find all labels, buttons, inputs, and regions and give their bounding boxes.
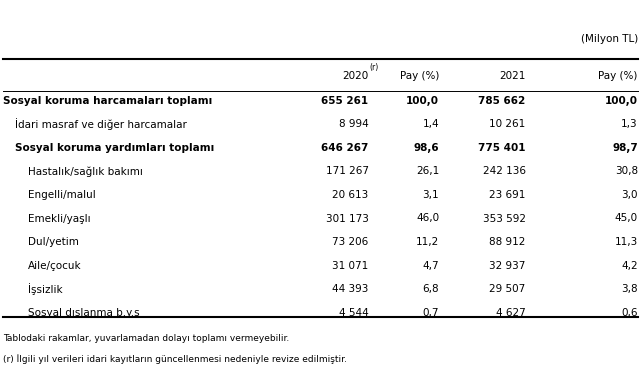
- Text: 29 507: 29 507: [489, 284, 526, 294]
- Text: 10 261: 10 261: [489, 119, 526, 129]
- Text: 23 691: 23 691: [489, 190, 526, 200]
- Text: 353 592: 353 592: [483, 214, 526, 223]
- Text: 8 994: 8 994: [339, 119, 369, 129]
- Text: 3,0: 3,0: [621, 190, 638, 200]
- Text: 655 261: 655 261: [321, 96, 369, 106]
- Text: Pay (%): Pay (%): [599, 71, 638, 81]
- Text: 100,0: 100,0: [406, 96, 439, 106]
- Text: 2021: 2021: [499, 71, 526, 81]
- Text: Emekli/yaşlı: Emekli/yaşlı: [28, 214, 90, 223]
- Text: 88 912: 88 912: [489, 237, 526, 247]
- Text: 171 267: 171 267: [326, 166, 369, 176]
- Text: 785 662: 785 662: [478, 96, 526, 106]
- Text: 4,7: 4,7: [422, 261, 439, 271]
- Text: 4 627: 4 627: [496, 308, 526, 318]
- Text: 6,8: 6,8: [422, 284, 439, 294]
- Text: 100,0: 100,0: [605, 96, 638, 106]
- Text: 98,6: 98,6: [413, 143, 439, 153]
- Text: Engelli/malul: Engelli/malul: [28, 190, 96, 200]
- Text: 3,8: 3,8: [621, 284, 638, 294]
- Text: 73 206: 73 206: [332, 237, 369, 247]
- Text: (Milyon TL): (Milyon TL): [581, 34, 638, 44]
- Text: 44 393: 44 393: [332, 284, 369, 294]
- Text: 46,0: 46,0: [416, 214, 439, 223]
- Text: 32 937: 32 937: [489, 261, 526, 271]
- Text: 98,7: 98,7: [612, 143, 638, 153]
- Text: 30,8: 30,8: [615, 166, 638, 176]
- Text: Sosyal koruma yardımları toplamı: Sosyal koruma yardımları toplamı: [15, 143, 214, 153]
- Text: (r) İlgili yıl verileri idari kayıtların güncellenmesi nedeniyle revize edilmişt: (r) İlgili yıl verileri idari kayıtların…: [3, 355, 347, 364]
- Text: 31 071: 31 071: [332, 261, 369, 271]
- Text: 242 136: 242 136: [483, 166, 526, 176]
- Text: Pay (%): Pay (%): [400, 71, 439, 81]
- Text: Sosyal dışlanma b.y.s: Sosyal dışlanma b.y.s: [28, 308, 139, 318]
- Text: 3,1: 3,1: [422, 190, 439, 200]
- Text: 4 544: 4 544: [339, 308, 369, 318]
- Text: 45,0: 45,0: [615, 214, 638, 223]
- Text: (r): (r): [369, 63, 378, 72]
- Text: 0,6: 0,6: [621, 308, 638, 318]
- Text: İşsizlik: İşsizlik: [28, 283, 62, 295]
- Text: Sosyal koruma harcamaları toplamı: Sosyal koruma harcamaları toplamı: [3, 96, 212, 106]
- Text: 775 401: 775 401: [478, 143, 526, 153]
- Text: 2020: 2020: [342, 71, 369, 81]
- Text: 646 267: 646 267: [321, 143, 369, 153]
- Text: Dul/yetim: Dul/yetim: [28, 237, 78, 247]
- Text: 11,3: 11,3: [615, 237, 638, 247]
- Text: Hastalık/sağlık bakımı: Hastalık/sağlık bakımı: [28, 166, 142, 177]
- Text: 20 613: 20 613: [332, 190, 369, 200]
- Text: 4,2: 4,2: [621, 261, 638, 271]
- Text: 0,7: 0,7: [422, 308, 439, 318]
- Text: 11,2: 11,2: [416, 237, 439, 247]
- Text: Aile/çocuk: Aile/çocuk: [28, 261, 81, 271]
- Text: İdari masraf ve diğer harcamalar: İdari masraf ve diğer harcamalar: [15, 118, 187, 130]
- Text: 301 173: 301 173: [326, 214, 369, 223]
- Text: Tablodaki rakamlar, yuvarlamadan dolayı toplamı vermeyebilir.: Tablodaki rakamlar, yuvarlamadan dolayı …: [3, 334, 290, 343]
- Text: 26,1: 26,1: [416, 166, 439, 176]
- Text: 1,3: 1,3: [621, 119, 638, 129]
- Text: 1,4: 1,4: [422, 119, 439, 129]
